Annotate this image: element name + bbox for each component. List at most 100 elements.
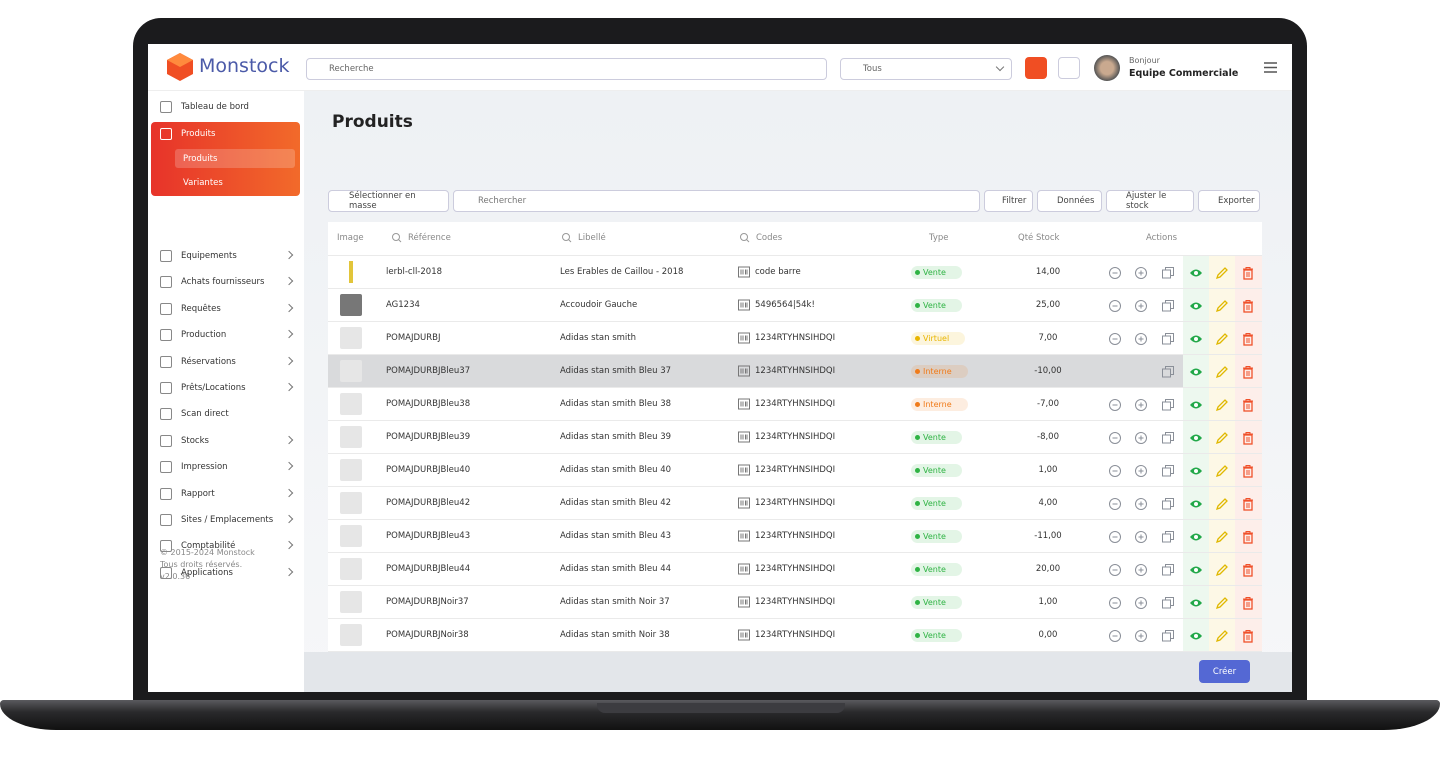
increase-button[interactable] [1134,530,1148,544]
column-header[interactable]: Actions [1146,233,1178,243]
increase-button[interactable] [1134,563,1148,577]
view-button[interactable] [1189,299,1203,313]
delete-button[interactable] [1241,398,1255,412]
duplicate-button[interactable] [1161,431,1175,445]
nav-item[interactable]: Tableau de bord [160,97,300,117]
type-badge[interactable]: Interne [911,398,968,411]
decrease-button[interactable] [1108,332,1122,346]
duplicate-button[interactable] [1161,497,1175,511]
table-search[interactable]: Rechercher [453,190,980,212]
table-row[interactable]: POMAJDURBJBleu44 Adidas stan smith Bleu 4… [328,552,1262,586]
table-row[interactable]: POMAJDURBJBleu40 Adidas stan smith Bleu 4… [328,453,1262,487]
duplicate-button[interactable] [1161,365,1175,379]
decrease-button[interactable] [1108,629,1122,643]
type-badge[interactable]: Vente [911,464,962,477]
location-select[interactable]: Tous [840,58,1012,80]
view-button[interactable] [1189,398,1203,412]
nav-item-active[interactable]: Produits [160,124,300,144]
type-badge[interactable]: Vente [911,530,962,543]
view-button[interactable] [1189,365,1203,379]
type-badge[interactable]: Vente [911,563,962,576]
table-row[interactable]: POMAJDURBJBleu39 Adidas stan smith Bleu 3… [328,420,1262,454]
type-badge[interactable]: Vente [911,431,962,444]
duplicate-button[interactable] [1161,629,1175,643]
export-button[interactable]: Exporter [1198,190,1260,212]
nav-item[interactable]: Rapport [160,484,300,504]
nav-item[interactable]: Comptabilité [160,536,300,556]
duplicate-button[interactable] [1161,464,1175,478]
column-header[interactable]: Image [337,233,364,243]
notifications-button[interactable] [1058,57,1080,79]
type-badge[interactable]: Vente [911,629,962,642]
edit-button[interactable] [1215,464,1229,478]
delete-button[interactable] [1241,497,1255,511]
delete-button[interactable] [1241,629,1255,643]
nav-item[interactable]: Prêts/Locations [160,378,300,398]
duplicate-button[interactable] [1161,530,1175,544]
edit-button[interactable] [1215,563,1229,577]
view-button[interactable] [1189,464,1203,478]
table-row[interactable]: lerbl-cll-2018 Les Erables de Caillou - 2… [328,255,1262,289]
decrease-button[interactable] [1108,464,1122,478]
create-button[interactable]: Créer [1199,660,1250,683]
nav-item[interactable]: Scan direct [160,404,300,424]
subnav-item-active[interactable]: Produits [175,149,295,168]
filter-button[interactable]: Filtrer [984,190,1033,212]
type-badge[interactable]: Interne [911,365,968,378]
view-button[interactable] [1189,563,1203,577]
type-badge[interactable]: Vente [911,497,962,510]
increase-button[interactable] [1134,596,1148,610]
type-badge[interactable]: Vente [911,266,962,279]
decrease-button[interactable] [1108,431,1122,445]
edit-button[interactable] [1215,266,1229,280]
scan-button[interactable] [1025,57,1047,79]
nav-item[interactable]: Stocks [160,431,300,451]
edit-button[interactable] [1215,365,1229,379]
column-header[interactable]: Libellé [578,233,606,243]
decrease-button[interactable] [1108,266,1122,280]
increase-button[interactable] [1134,464,1148,478]
delete-button[interactable] [1241,596,1255,610]
decrease-button[interactable] [1108,398,1122,412]
increase-button[interactable] [1134,497,1148,511]
duplicate-button[interactable] [1161,299,1175,313]
table-row[interactable]: POMAJDURBJBleu38 Adidas stan smith Bleu 3… [328,387,1262,421]
delete-button[interactable] [1241,365,1255,379]
menu-button[interactable] [1264,62,1277,73]
edit-button[interactable] [1215,332,1229,346]
column-header[interactable]: Type [929,233,949,243]
data-button[interactable]: Données [1037,190,1102,212]
delete-button[interactable] [1241,563,1255,577]
increase-button[interactable] [1134,431,1148,445]
delete-button[interactable] [1241,332,1255,346]
view-button[interactable] [1189,596,1203,610]
column-header[interactable]: Codes [756,233,783,243]
duplicate-button[interactable] [1161,563,1175,577]
type-badge[interactable]: Vente [911,299,962,312]
edit-button[interactable] [1215,629,1229,643]
delete-button[interactable] [1241,266,1255,280]
delete-button[interactable] [1241,431,1255,445]
subnav-item[interactable]: Variantes [175,173,295,192]
table-row[interactable]: POMAJDURBJNoir38 Adidas stan smith Noir 3… [328,618,1262,652]
view-button[interactable] [1189,530,1203,544]
view-button[interactable] [1189,629,1203,643]
global-search[interactable]: Recherche [306,58,827,80]
edit-button[interactable] [1215,299,1229,313]
table-row[interactable]: POMAJDURBJNoir37 Adidas stan smith Noir 3… [328,585,1262,619]
adjust-stock-button[interactable]: Ajuster le stock [1106,190,1194,212]
duplicate-button[interactable] [1161,266,1175,280]
nav-item[interactable]: Réservations [160,352,300,372]
edit-button[interactable] [1215,398,1229,412]
delete-button[interactable] [1241,464,1255,478]
duplicate-button[interactable] [1161,332,1175,346]
nav-item[interactable]: Achats fournisseurs [160,272,300,292]
avatar[interactable] [1094,55,1120,81]
increase-button[interactable] [1134,299,1148,313]
delete-button[interactable] [1241,299,1255,313]
increase-button[interactable] [1134,332,1148,346]
table-row[interactable]: AG1234 Accoudoir Gauche 5496564|54k! Vente 2… [328,288,1262,322]
view-button[interactable] [1189,266,1203,280]
decrease-button[interactable] [1108,530,1122,544]
decrease-button[interactable] [1108,563,1122,577]
